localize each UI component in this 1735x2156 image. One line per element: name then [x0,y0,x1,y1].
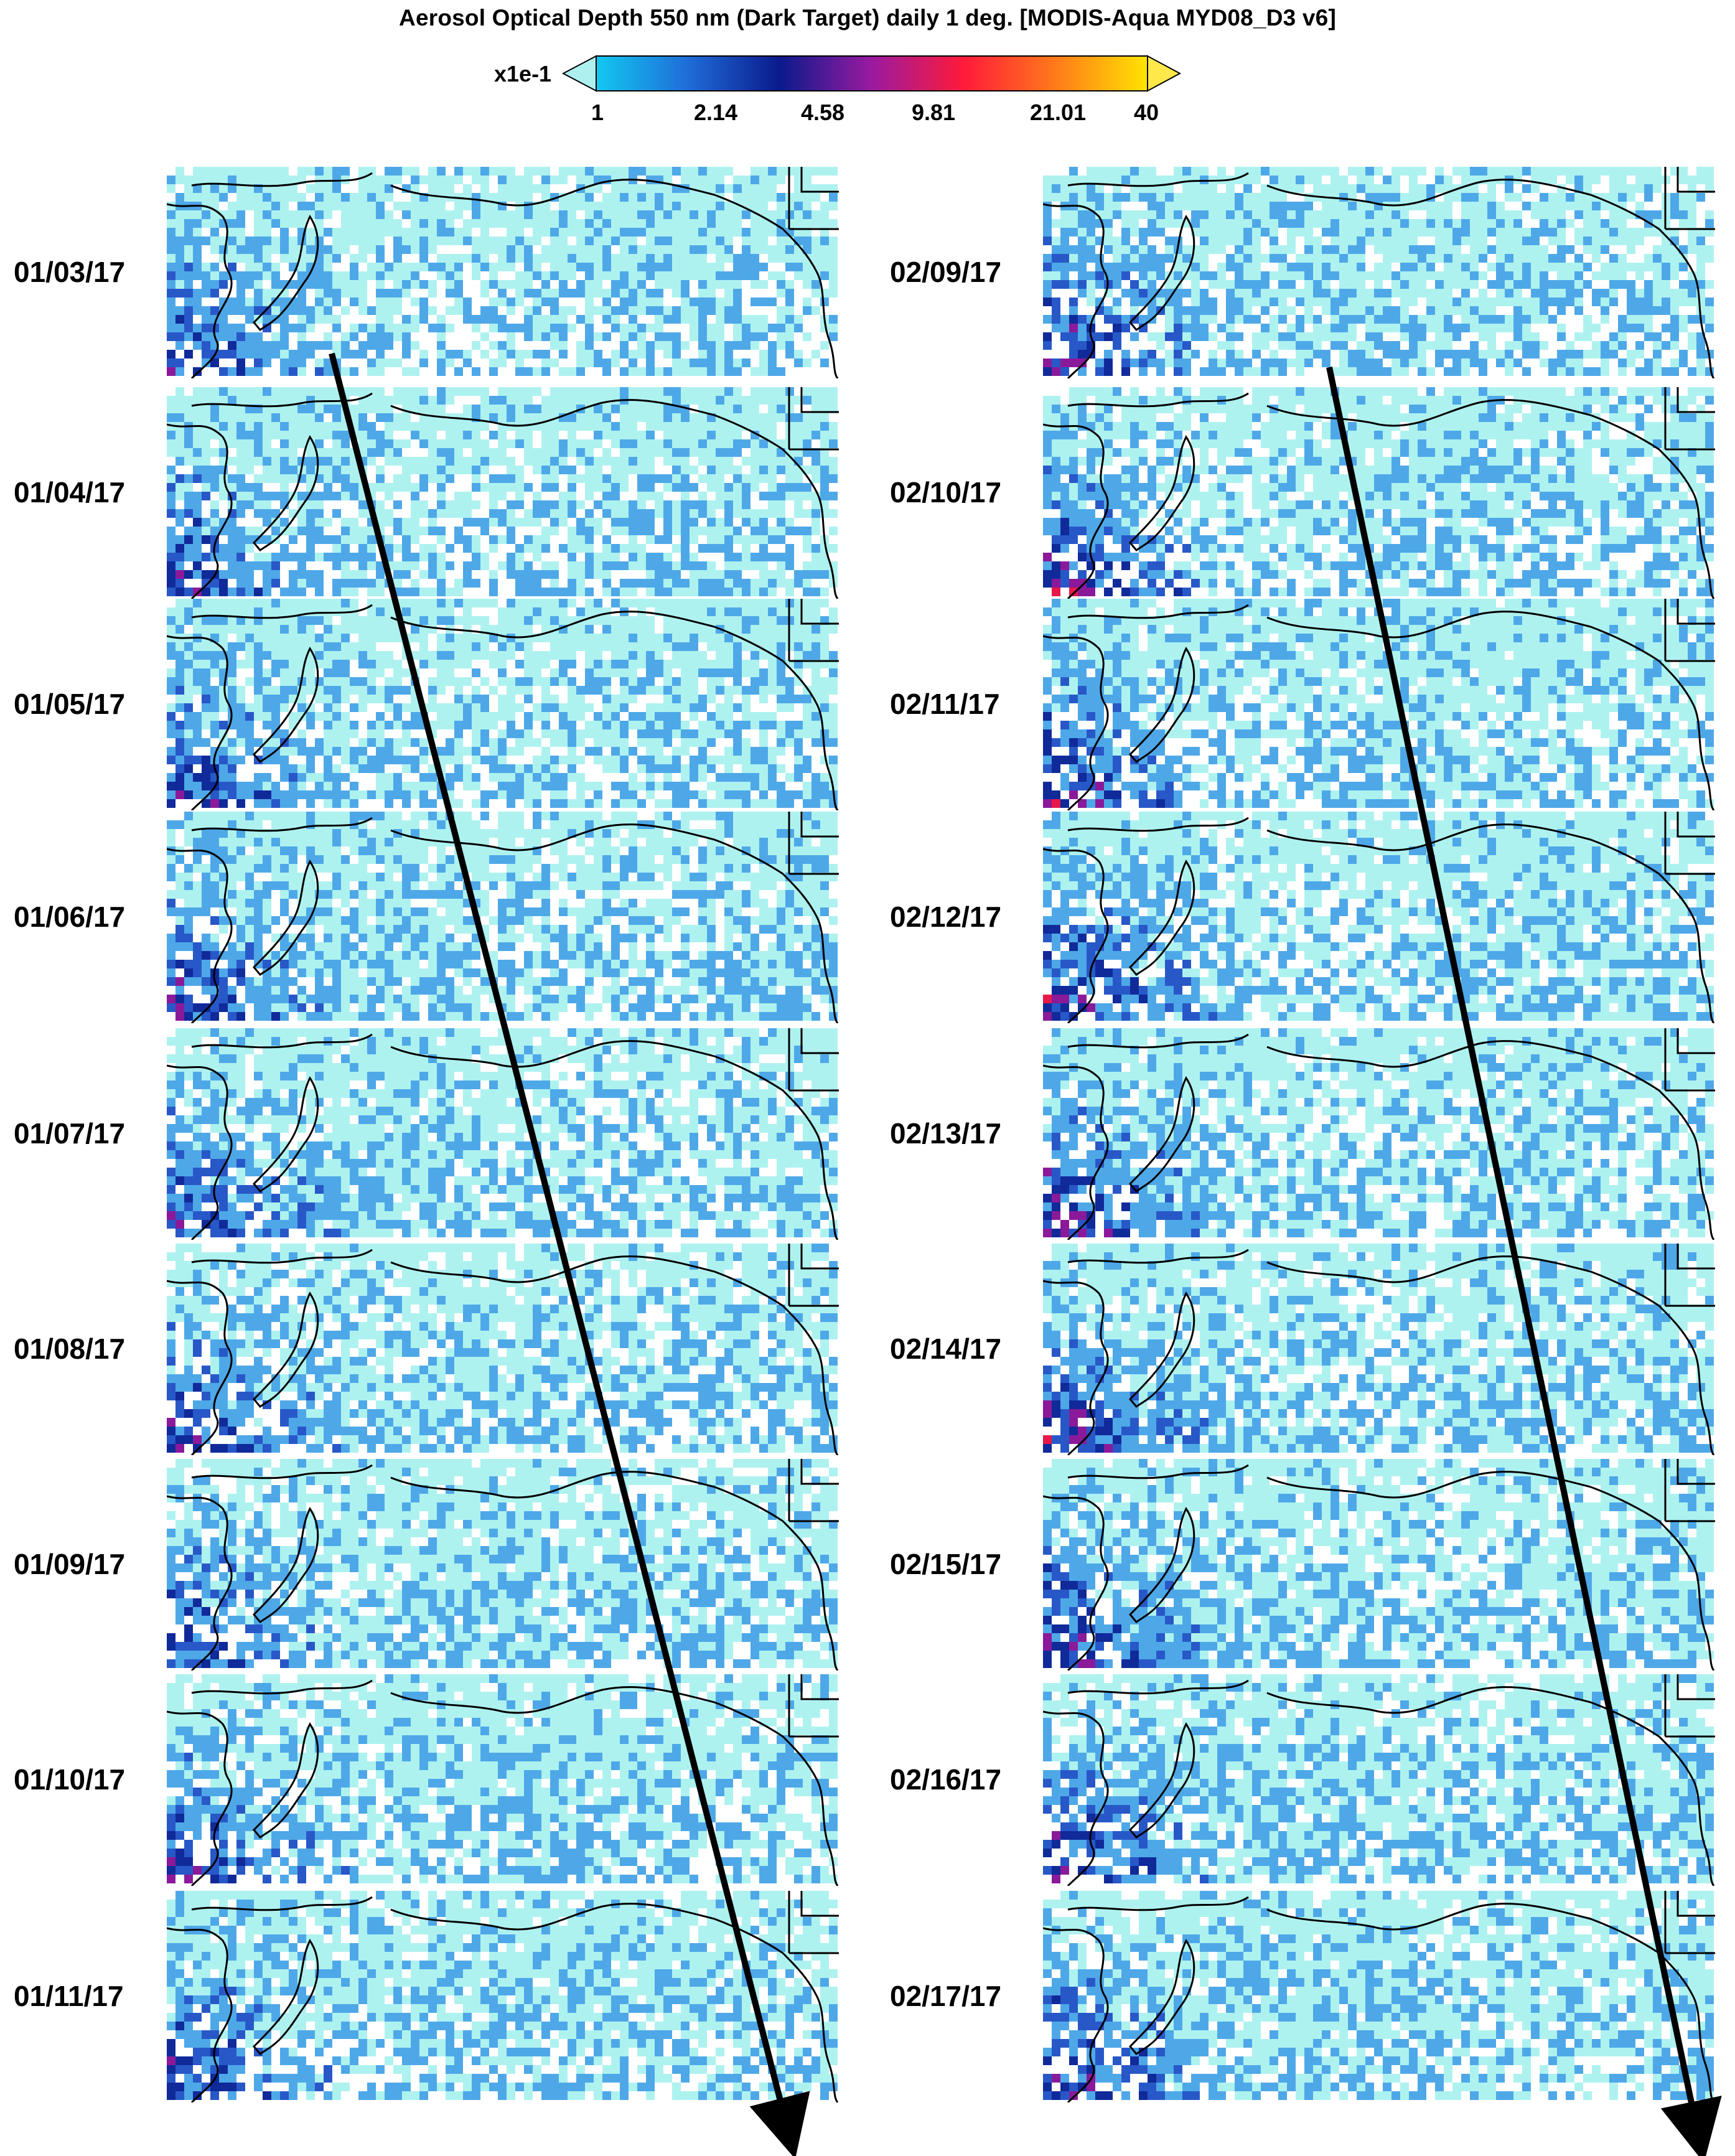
colorbar-gradient [596,55,1148,91]
panel-date-label: 02/17/17 [890,1979,1001,2013]
panel-date-label: 02/13/17 [890,1117,1001,1150]
panel-date-label: 01/04/17 [14,476,125,509]
panel-date-label: 01/07/17 [14,1117,125,1150]
aod-map [167,1459,839,1671]
panel-date-label: 02/09/17 [890,255,1001,289]
arrow-right [1326,366,1722,2156]
aod-map [167,1674,839,1886]
panel-date-label: 02/12/17 [890,900,1001,934]
panel-date-label: 01/08/17 [14,1332,125,1366]
aod-map [1043,1028,1715,1240]
panel-date-label: 01/11/17 [14,1979,124,2013]
panel-date-label: 02/16/17 [890,1763,1001,1796]
colorbar-tick: 21.01 [1030,100,1086,126]
aod-map [1043,1459,1715,1671]
aod-map [167,387,839,599]
panel-date-label: 02/15/17 [890,1547,1001,1581]
aod-map [167,1891,839,2102]
aod-map [1043,812,1715,1023]
colorbar-tick: 1 [591,100,604,126]
aod-map [167,812,839,1023]
panel-date-label: 01/06/17 [14,900,125,934]
panel-date-label: 01/03/17 [14,255,125,289]
colorbar-tick: 4.58 [801,100,844,126]
panel-date-label: 02/11/17 [890,687,1000,721]
colorbar-over-triangle [1147,55,1182,92]
aod-map [167,599,839,810]
panel-date-label: 01/10/17 [14,1763,125,1796]
colorbar [561,55,1182,92]
aod-map [167,1028,839,1240]
colorbar-tick: 40 [1134,100,1159,126]
aod-map [1043,1244,1715,1455]
aod-map [1043,167,1715,378]
panel-date-label: 01/05/17 [14,687,125,721]
aod-map [167,1244,839,1455]
panel-date-label: 02/14/17 [890,1332,1001,1366]
panel-date-label: 01/09/17 [14,1547,125,1581]
aod-map [167,167,839,378]
figure-title: Aerosol Optical Depth 550 nm (Dark Targe… [0,5,1735,31]
aod-map [1043,387,1715,599]
aod-map [1043,1674,1715,1886]
colorbar-tick: 2.14 [694,100,737,126]
arrow-left [329,352,810,2156]
colorbar-unit-label: x1e-1 [494,61,551,87]
panel-date-label: 02/10/17 [890,476,1001,509]
colorbar-tick: 9.81 [912,100,955,126]
aod-map [1043,599,1715,810]
